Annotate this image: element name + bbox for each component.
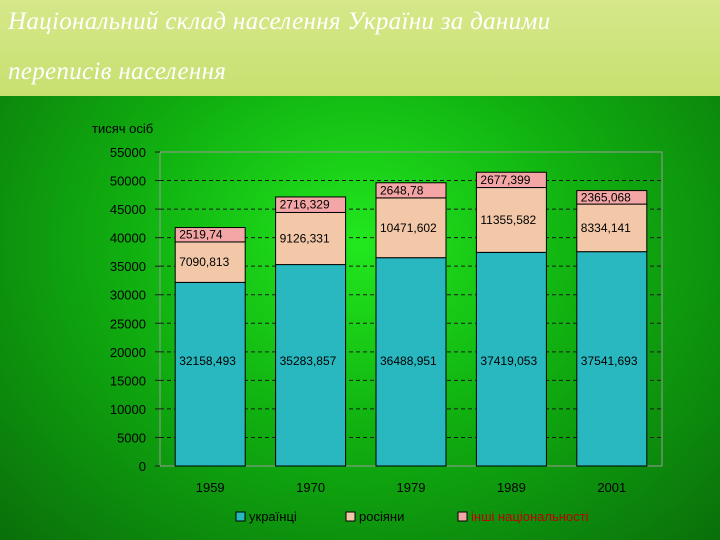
slide-title-line2: переписів населення — [8, 58, 227, 85]
y-tick-label: 45000 — [110, 202, 146, 217]
data-label: 35283,857 — [280, 354, 337, 368]
data-label: 2716,329 — [280, 198, 330, 212]
y-tick-label: 50000 — [110, 174, 146, 189]
bar-segment-3 — [375, 182, 447, 199]
x-tick-label: 1970 — [296, 480, 325, 495]
bar-segment-1 — [576, 251, 648, 467]
bar-segment-1 — [275, 264, 347, 467]
data-label: 2648,78 — [380, 183, 424, 197]
bar-segment-2 — [475, 187, 547, 253]
bar-segment-1 — [174, 281, 246, 467]
slide-title-line1: Національний склад населення України за … — [8, 8, 551, 35]
legend-label: росіяни — [359, 509, 404, 524]
x-tick-label: 1989 — [497, 480, 526, 495]
y-tick-label: 15000 — [110, 373, 146, 388]
y-tick-label: 40000 — [110, 231, 146, 246]
y-tick-label: 20000 — [110, 345, 146, 360]
legend: українці росіяни інші національності — [235, 509, 589, 524]
data-label: 2677,399 — [480, 173, 530, 187]
data-label: 11355,582 — [480, 213, 536, 227]
bar-segment-1 — [475, 251, 547, 467]
data-label: 37419,053 — [480, 354, 537, 368]
bars: 32158,493 7090,813 2519,74 35283,857 9126,33… — [174, 171, 648, 467]
x-tick-label: 2001 — [597, 480, 626, 495]
y-tick-label: 35000 — [110, 259, 146, 274]
bar-segment-3 — [275, 196, 347, 213]
x-tick-label: 1959 — [196, 480, 225, 495]
data-label: 8334,141 — [581, 221, 631, 235]
legend-label: українці — [249, 509, 297, 524]
legend-swatch — [457, 511, 468, 522]
data-label: 37541,693 — [581, 354, 638, 368]
bar-segment-1 — [375, 257, 447, 467]
y-tick-label: 10000 — [110, 402, 146, 417]
data-label: 10471,602 — [380, 221, 437, 235]
x-axis: 1959 1970 1979 1989 2001 — [196, 480, 627, 495]
y-axis-title: тисяч осіб — [92, 121, 153, 136]
y-axis: 0 5000 10000 15000 20000 25000 30000 35000 40000… — [110, 145, 160, 474]
data-label: 2365,068 — [581, 190, 631, 204]
legend-swatch — [345, 511, 356, 522]
y-tick-label: 55000 — [110, 145, 146, 160]
bar-segment-3 — [475, 171, 547, 189]
data-label: 7090,813 — [179, 255, 229, 269]
bar-segment-3 — [174, 227, 246, 243]
bar-segment-2 — [375, 197, 447, 259]
bar-segment-2 — [576, 203, 648, 253]
data-label: 32158,493 — [179, 354, 236, 368]
y-tick-label: 30000 — [110, 288, 146, 303]
data-label: 2519,74 — [179, 228, 223, 242]
y-tick-label: 5000 — [117, 430, 146, 445]
legend-label: інші національності — [471, 509, 589, 524]
y-tick-label: 0 — [139, 459, 146, 474]
data-label: 9126,331 — [280, 232, 330, 246]
title-band — [0, 0, 720, 96]
bar-segment-3 — [576, 190, 648, 205]
data-label: 36488,951 — [380, 354, 437, 368]
legend-swatch — [235, 511, 246, 522]
y-tick-label: 25000 — [110, 316, 146, 331]
x-tick-label: 1979 — [397, 480, 426, 495]
